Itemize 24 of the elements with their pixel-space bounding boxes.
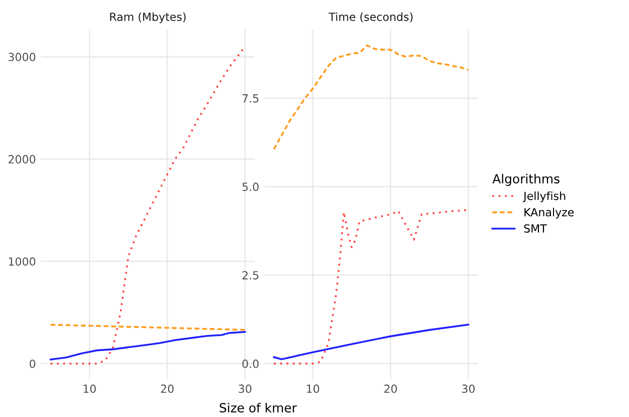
- line-series: [272, 44, 470, 150]
- y-tick-label: 7.5: [242, 94, 258, 103]
- legend-label: KAnalyze: [524, 208, 574, 219]
- x-tick-label: 20: [161, 384, 174, 393]
- chart-title: Time (seconds): [328, 12, 413, 22]
- line-series: [272, 324, 470, 360]
- x-tick-label: 10: [84, 384, 96, 393]
- legend-label: SMT: [524, 224, 547, 233]
- y-tick-label: 5.0: [242, 182, 259, 192]
- y-tick-label: 2000: [8, 155, 36, 164]
- y-tick-label: 3000: [8, 52, 36, 62]
- chart-title: Ram (Mbytes): [110, 12, 186, 24]
- legend-label: Jellyfish: [522, 191, 566, 202]
- line-series: [50, 331, 246, 360]
- x-axis-title: Size of kmer: [220, 402, 297, 412]
- x-tick-label: 20: [384, 384, 397, 393]
- legend-title: Algorithms: [492, 174, 560, 186]
- x-tick-label: 30: [462, 384, 475, 393]
- x-tick-label: 10: [306, 384, 320, 393]
- y-tick-label: 1000: [8, 257, 36, 266]
- y-tick-label: 2.5: [242, 271, 258, 280]
- y-tick-label: 0: [30, 360, 36, 368]
- y-tick-label: 0.0: [242, 360, 259, 368]
- x-tick-label: 30: [238, 384, 252, 393]
